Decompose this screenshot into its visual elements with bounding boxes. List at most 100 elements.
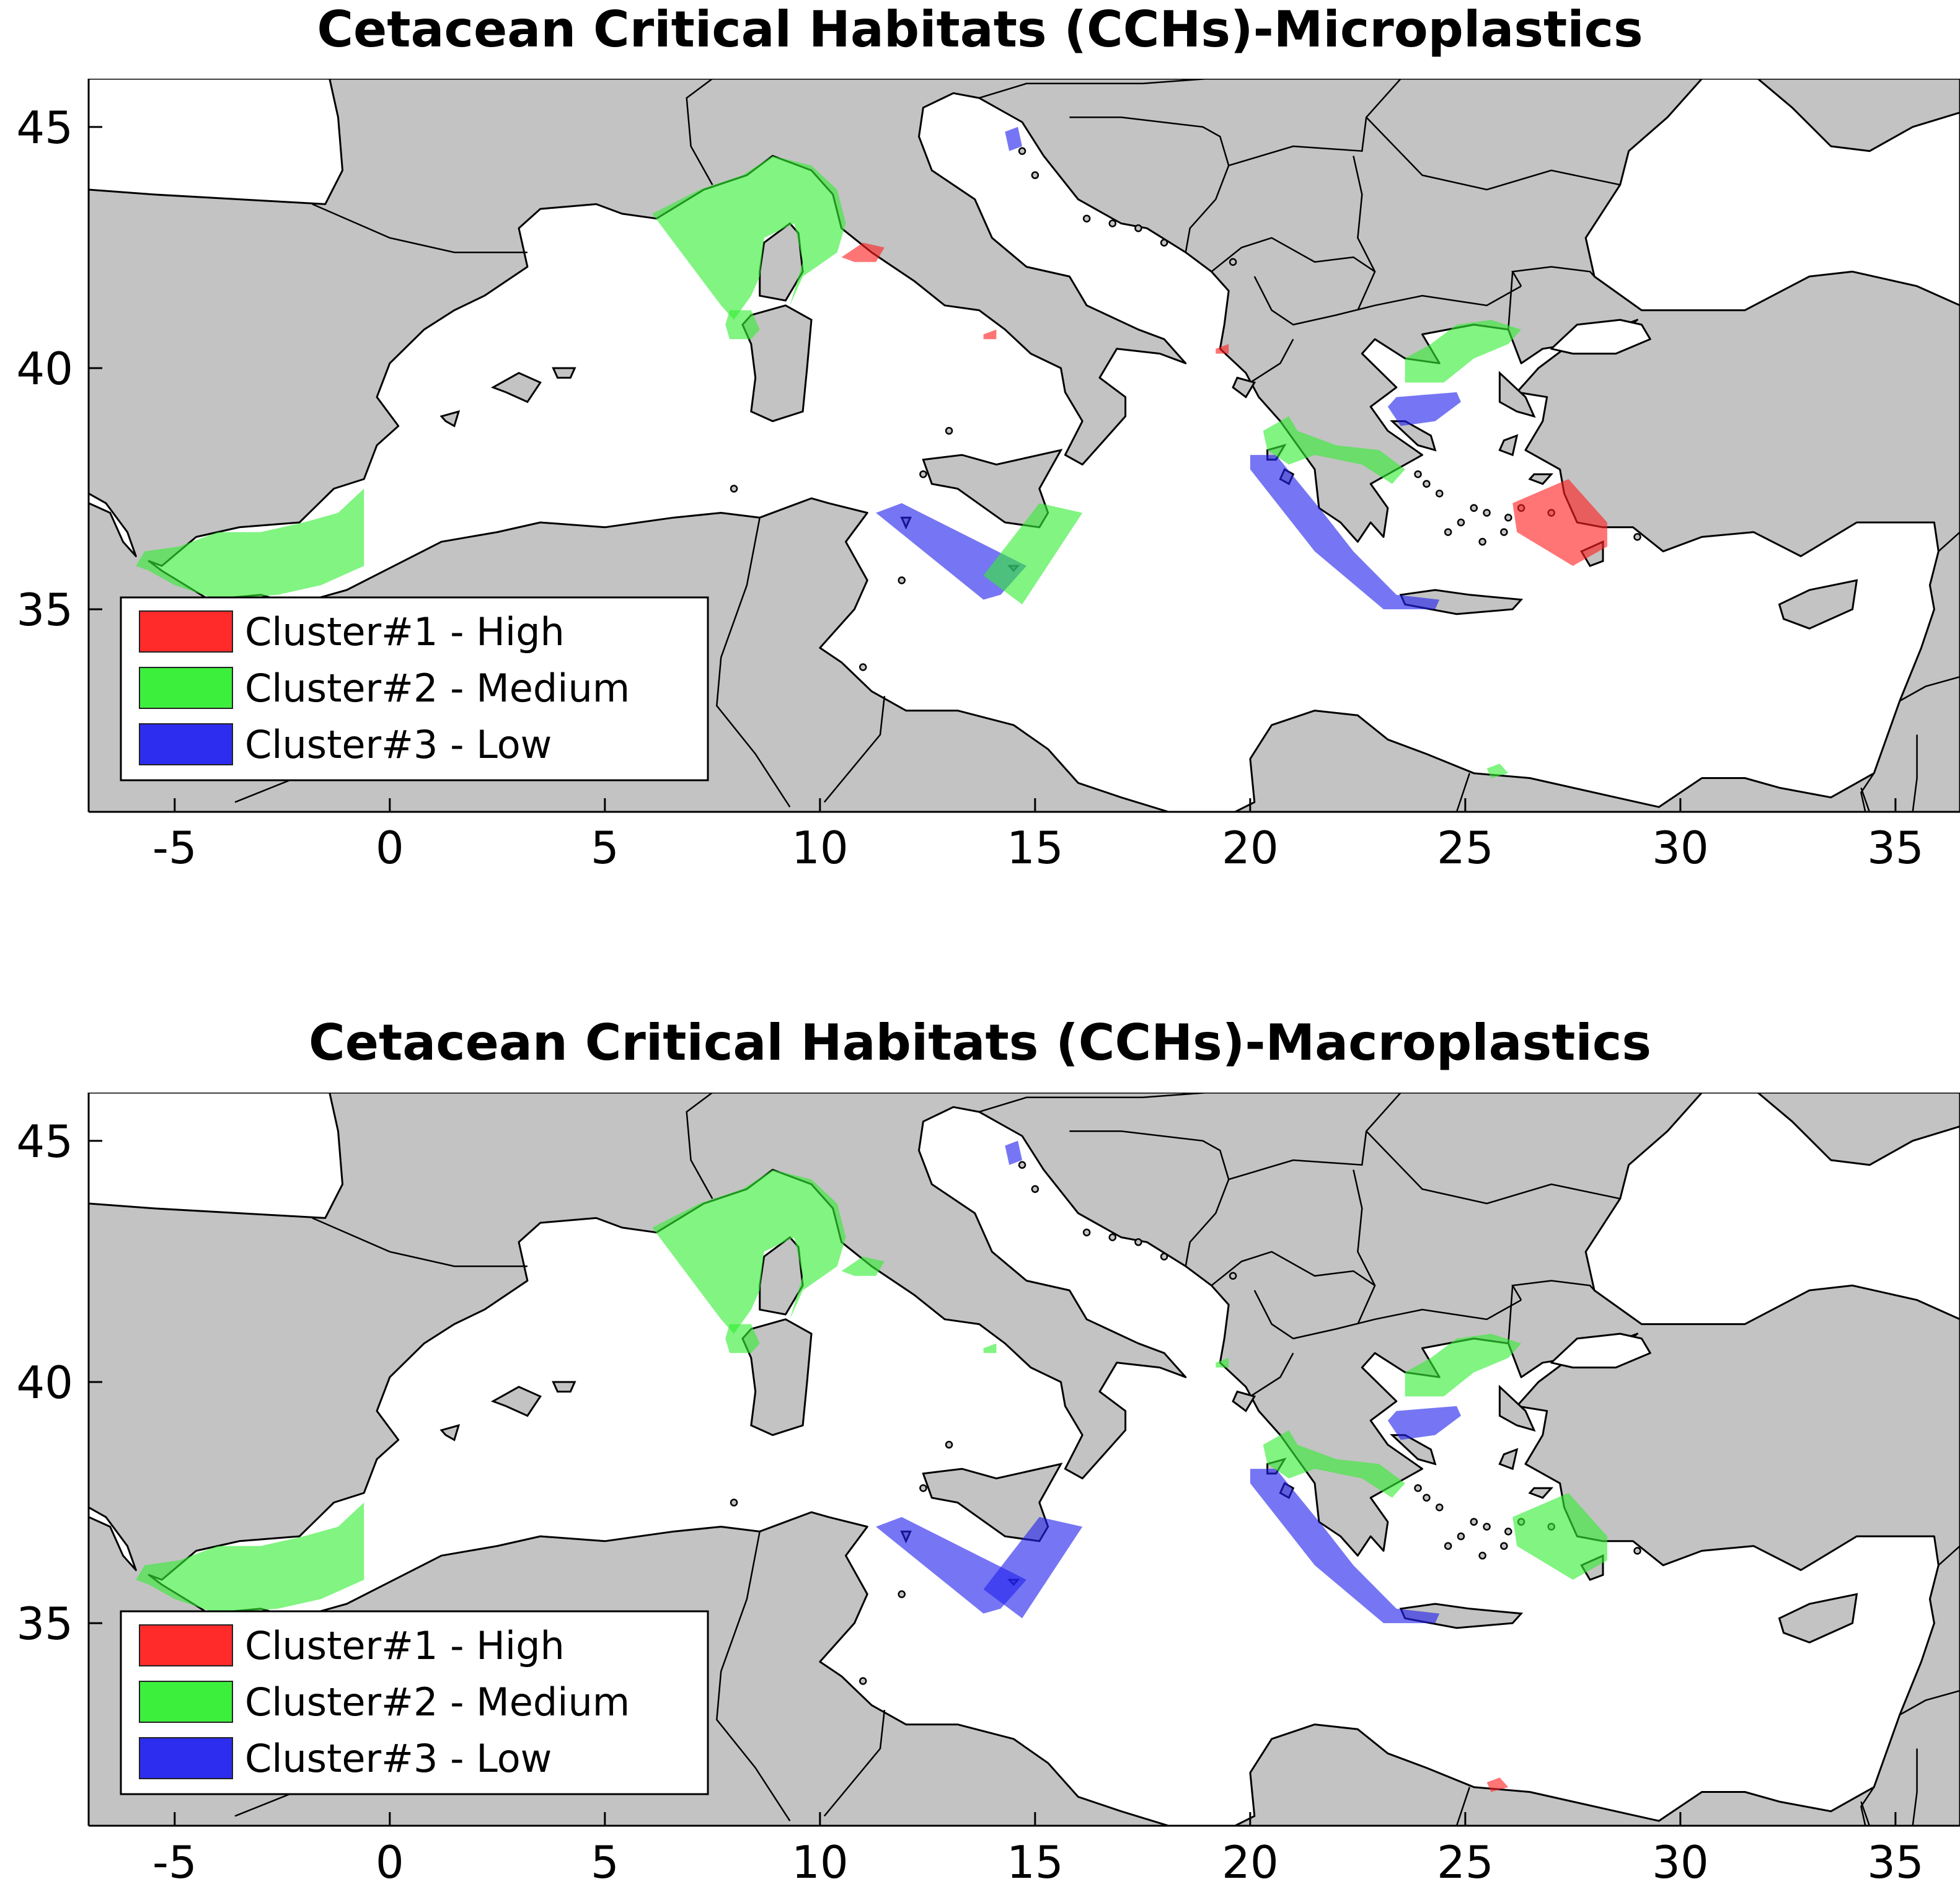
islet — [1444, 528, 1452, 536]
country-border — [1211, 237, 1375, 273]
islet — [1633, 533, 1641, 541]
country-border — [1899, 676, 1960, 702]
islet — [1414, 1484, 1422, 1492]
x-tick-label: 35 — [1867, 822, 1924, 874]
y-tick-label: 45 — [16, 102, 73, 154]
country-border — [1511, 1280, 1596, 1301]
habitat-area: Central Aegean (Sporades) — [1387, 392, 1461, 426]
country-border — [1228, 79, 1402, 167]
map-canvas: Alboran Sea Pelagos Sanctuary (Ligurian S… — [89, 1093, 1960, 1826]
habitat-area: Hellenic Trench — [1250, 455, 1440, 610]
islet — [1423, 480, 1431, 488]
islet — [945, 1440, 953, 1449]
country-border — [312, 203, 528, 253]
habitat-area: Gulf of Naples (Ischia) — [983, 329, 997, 340]
x-tick-label: 30 — [1652, 1836, 1709, 1888]
x-tick-label: 0 — [376, 1836, 404, 1888]
legend-swatch — [139, 667, 233, 709]
islet — [1483, 1523, 1491, 1531]
x-tick-label: 20 — [1222, 822, 1279, 874]
island — [490, 1386, 542, 1417]
habitat-area: Northern Adriatic (Cres-Losinj) — [1005, 1140, 1022, 1165]
islet — [1504, 1527, 1512, 1536]
habitat-area: Ionian Sicily (Malta) — [983, 503, 1083, 605]
islet — [1435, 490, 1444, 498]
islet — [1108, 219, 1117, 227]
y-tick-label: 40 — [16, 343, 73, 395]
island — [1390, 1434, 1437, 1466]
country-border — [1366, 117, 1620, 191]
x-tick-label: 5 — [591, 822, 619, 874]
country-border — [1250, 1352, 1294, 1397]
islet — [1134, 1238, 1142, 1246]
mediterranean-sea — [148, 1106, 1940, 1826]
legend-label: Cluster#3 - Low — [245, 722, 552, 767]
islet — [1504, 513, 1512, 522]
islet — [1229, 258, 1237, 266]
island — [552, 367, 576, 379]
habitat-area: Libyan Coast — [1486, 764, 1509, 778]
country-border — [1860, 773, 1875, 812]
islet — [1031, 1185, 1040, 1193]
legend-label: Cluster#1 - High — [245, 1623, 565, 1668]
x-tick-label: 0 — [376, 822, 404, 874]
black-sea — [1584, 79, 1960, 312]
habitat-area: Ionian Greece (Gulf of Corinth) — [1263, 1430, 1405, 1498]
atlantic-ocean — [89, 79, 343, 205]
islet — [1082, 214, 1091, 222]
legend-swatch — [139, 723, 233, 765]
island — [552, 1381, 576, 1393]
habitat-area: North Aegean Sea — [1405, 320, 1522, 383]
islet — [1478, 537, 1486, 546]
island — [1778, 579, 1858, 630]
x-tick-label: -5 — [152, 1836, 197, 1888]
islet — [859, 1677, 867, 1685]
x-tick-label: 15 — [1007, 822, 1064, 874]
islet — [1457, 518, 1465, 527]
country-border — [1366, 1130, 1620, 1205]
country-border — [716, 517, 791, 808]
atlantic-ocean — [89, 1093, 343, 1219]
habitat-area: Ionian Greece (Gulf of Corinth) — [1263, 416, 1405, 484]
map-title: Cetacean Critical Habitats (CCHs)-Macrop… — [309, 1014, 1651, 1072]
country-border — [1938, 531, 1960, 552]
country-border — [1912, 734, 1918, 812]
islet — [730, 1499, 738, 1507]
habitat-area: Gulf of Naples (Ischia) — [983, 1343, 997, 1353]
habitat-area: Central Aegean (Sporades) — [1387, 1406, 1461, 1440]
habitat-area: Northern Adriatic (Cres-Losinj) — [1005, 126, 1022, 151]
country-border — [1353, 156, 1376, 311]
legend: Cluster#1 - High Cluster#2 - Medium Cluste… — [120, 1610, 709, 1795]
x-tick-label: 35 — [1867, 1836, 1924, 1888]
country-border — [1353, 1169, 1376, 1325]
country-border — [1211, 1251, 1375, 1287]
islet — [1435, 1503, 1444, 1512]
country-border — [686, 1093, 713, 1199]
country-border — [823, 696, 886, 803]
x-tick-label: 10 — [792, 1836, 849, 1888]
islet — [1633, 1547, 1641, 1555]
island — [439, 410, 461, 428]
country-border — [1455, 773, 1470, 812]
country-border — [823, 1710, 886, 1817]
x-tick-label: -5 — [152, 822, 197, 874]
island — [1498, 1384, 1536, 1432]
y-tick-label: 35 — [16, 584, 73, 636]
country-border — [1511, 266, 1596, 287]
legend: Cluster#1 - High Cluster#2 - Medium Cluste… — [120, 596, 709, 781]
habitat-area: Alboran Sea — [136, 488, 364, 600]
habitat-area: Southeast Aegean (Dodecanese) — [1512, 479, 1607, 566]
islet — [919, 470, 927, 478]
sea-of-marmara — [1550, 1332, 1651, 1369]
habitat-area: Tuscan Archipelago — [841, 1256, 885, 1276]
islet — [1423, 1494, 1431, 1502]
sea-of-marmara — [1550, 319, 1651, 355]
country-border — [1508, 271, 1514, 330]
islet — [1500, 1542, 1508, 1550]
islet — [1414, 470, 1422, 478]
y-tick-label: 35 — [16, 1598, 73, 1650]
habitat-area: Tuscan Archipelago — [841, 242, 885, 262]
x-tick-label: 5 — [591, 1836, 619, 1888]
country-border — [1860, 1787, 1875, 1826]
